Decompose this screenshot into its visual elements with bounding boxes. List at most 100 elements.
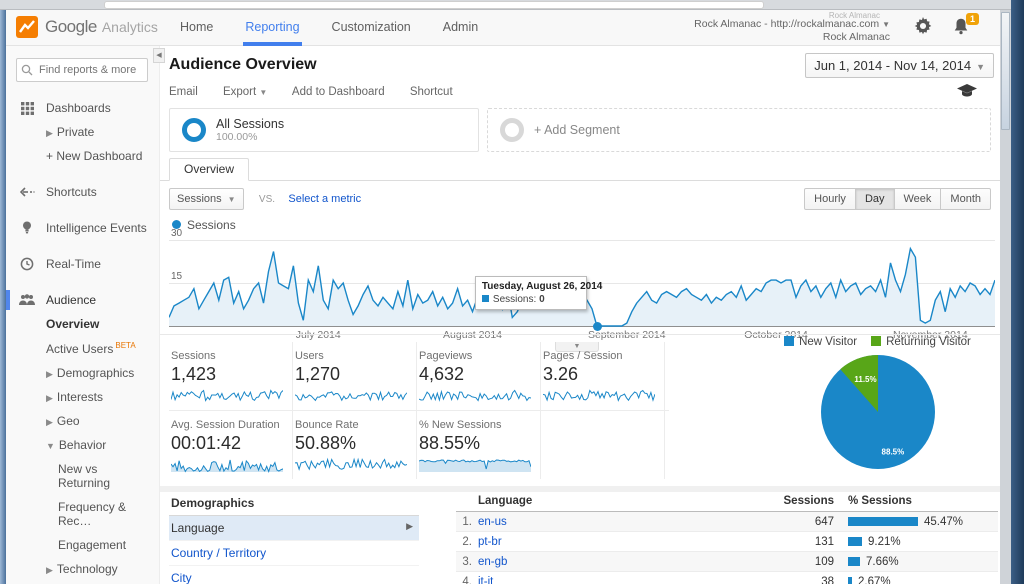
logo-google-text: Google (45, 17, 97, 36)
notifications-bell-icon[interactable]: 1 (952, 13, 979, 37)
sidebar-item-audience[interactable]: Audience (6, 288, 159, 312)
hovered-data-point[interactable] (592, 322, 602, 331)
tooltip-series-label: Sessions: (492, 294, 537, 305)
svg-text:11.5%: 11.5% (854, 375, 876, 384)
sidebar-item-active-users[interactable]: Active Users BETA (46, 341, 136, 356)
pct-bar (848, 537, 862, 546)
language-link[interactable]: it-it (478, 575, 494, 584)
demographics-item-country[interactable]: Country / Territory (169, 541, 419, 566)
metric-sessions[interactable]: Sessions 1,423 (169, 342, 293, 410)
sidebar-item-shortcuts[interactable]: Shortcuts (6, 180, 159, 204)
granularity-month-button[interactable]: Month (941, 188, 991, 210)
nav-customization[interactable]: Customization (331, 20, 411, 34)
tab-overview[interactable]: Overview (169, 158, 250, 181)
sidebar-item-technology[interactable]: ▶ Technology (46, 562, 118, 576)
segment-title: All Sessions (216, 117, 285, 131)
sidebar-item-interests[interactable]: ▶ Interests (46, 390, 103, 404)
metric-empty-cell (541, 411, 665, 479)
chevron-down-icon: ▼ (882, 20, 890, 29)
nav-home[interactable]: Home (180, 20, 214, 34)
demographics-title: Demographics (169, 492, 419, 516)
demographics-item-language[interactable]: Language ▶ (169, 516, 419, 541)
page-title: Audience Overview (169, 56, 317, 73)
export-button[interactable]: Export ▼ (222, 86, 268, 98)
sidebar-item-intelligence-events[interactable]: Intelligence Events (6, 216, 159, 240)
pageviews-sparkline (419, 389, 531, 402)
metric-avg-session-duration[interactable]: Avg. Session Duration 00:01:42 (169, 411, 293, 479)
sidebar-item-engagement[interactable]: Engagement (58, 538, 127, 552)
date-range-selector[interactable]: Jun 1, 2014 - Nov 14, 2014 ▼ (805, 53, 994, 78)
segment-percentage: 100.00% (216, 131, 258, 143)
table-row: 4. it-it 38 2.67% (456, 572, 998, 584)
language-link[interactable]: en-gb (478, 555, 508, 568)
granularity-hourly-button[interactable]: Hourly (804, 188, 856, 210)
sidebar-item-private[interactable]: ▶ Private (46, 125, 95, 139)
google-analytics-logo[interactable]: Google Analytics (16, 16, 158, 38)
sidebar-item-demographics[interactable]: ▶ Demographics (46, 366, 135, 380)
metric-pageviews[interactable]: Pageviews 4,632 (417, 342, 541, 410)
education-graduation-cap-icon[interactable] (957, 84, 977, 101)
pct-bar (848, 557, 860, 566)
expand-arrow-icon: ▶ (46, 393, 53, 403)
sidebar-item-new-dashboard[interactable]: + New Dashboard (46, 149, 143, 163)
demographics-panel: Demographics Language ▶ Country / Territ… (169, 492, 419, 584)
search-input[interactable] (16, 58, 148, 82)
sidebar-item-frequency-recency[interactable]: Frequency & Rec… (58, 500, 127, 528)
browser-chrome-remnant (0, 0, 1024, 10)
x-label-august: August 2014 (443, 329, 502, 341)
svg-text:88.5%: 88.5% (881, 448, 904, 457)
account-selector[interactable]: Rock Almanac - http://rockalmanac.com ▼ … (694, 18, 890, 43)
column-pct-sessions[interactable]: % Sessions (848, 495, 912, 507)
sessions-line-chart[interactable]: 30 15 Tuesday, August 26, 2014 Sessions:… (169, 228, 995, 342)
metric-new-sessions[interactable]: % New Sessions 88.55% (417, 411, 541, 479)
segment-all-sessions[interactable]: All Sessions 100.00% (169, 108, 479, 152)
sidebar-item-geo[interactable]: ▶ Geo (46, 414, 80, 428)
users-sparkline (295, 390, 407, 402)
add-to-dashboard-button[interactable]: Add to Dashboard (291, 86, 385, 98)
chart-tooltip: Tuesday, August 26, 2014 Sessions: 0 (474, 276, 602, 310)
lightbulb-icon (18, 221, 36, 235)
legend-returning-visitor[interactable]: Returning Visitor (871, 336, 971, 348)
sidebar-item-real-time[interactable]: Real-Time (6, 252, 159, 276)
page-scrollbar[interactable] (1000, 10, 1011, 584)
language-link[interactable]: en-us (478, 515, 507, 528)
timeline-collapse-handle[interactable]: ▼ (555, 342, 599, 352)
sidebar-item-dashboards[interactable]: Dashboards (6, 96, 159, 120)
window-right-border (1011, 0, 1024, 584)
nav-admin[interactable]: Admin (442, 20, 479, 34)
language-link[interactable]: pt-br (478, 535, 502, 548)
sidebar-item-overview[interactable]: Overview (46, 317, 100, 331)
demographics-item-city[interactable]: City (169, 566, 419, 584)
add-segment-button[interactable]: + Add Segment (487, 108, 991, 152)
column-language[interactable]: Language (478, 495, 533, 507)
expand-arrow-icon: ▶ (46, 565, 53, 575)
metric-users[interactable]: Users 1,270 (293, 342, 417, 410)
granularity-day-button[interactable]: Day (855, 188, 895, 210)
nav-reporting[interactable]: Reporting (229, 10, 315, 46)
granularity-week-button[interactable]: Week (894, 188, 942, 210)
analytics-logo-icon (16, 16, 38, 38)
metric-pages-per-session[interactable]: Pages / Session 3.26 (541, 342, 665, 410)
chevron-down-icon: ▼ (227, 195, 236, 204)
column-sessions[interactable]: Sessions (783, 495, 835, 507)
chevron-right-icon: ▶ (406, 521, 413, 531)
metric-dropdown[interactable]: Sessions ▼ (169, 188, 244, 210)
scrollbar-thumb[interactable] (1001, 12, 1010, 130)
x-label-july: July 2014 (295, 329, 341, 341)
shortcut-button[interactable]: Shortcut (409, 86, 453, 98)
email-button[interactable]: Email (169, 86, 198, 98)
chevron-down-icon: ▼ (976, 62, 985, 72)
sessions-sparkline (171, 389, 283, 402)
sidebar-collapse-button[interactable]: ◀ (153, 48, 165, 63)
settings-gear-icon[interactable] (914, 17, 934, 37)
pages-session-sparkline (543, 389, 655, 402)
legend-new-visitor[interactable]: New Visitor (784, 336, 857, 348)
metric-bounce-rate[interactable]: Bounce Rate 50.88% (293, 411, 417, 479)
select-a-metric-link[interactable]: Select a metric (288, 193, 362, 205)
sidebar-item-new-vs-returning[interactable]: New vs Returning (58, 462, 111, 490)
sidebar-item-behavior[interactable]: ▼ Behavior (46, 438, 107, 452)
language-table: Language Sessions % Sessions 1. en-us 64… (456, 492, 998, 584)
pct-bar (848, 517, 918, 526)
pie-chart-graphic[interactable]: 88.5% 11.5% (818, 352, 938, 472)
